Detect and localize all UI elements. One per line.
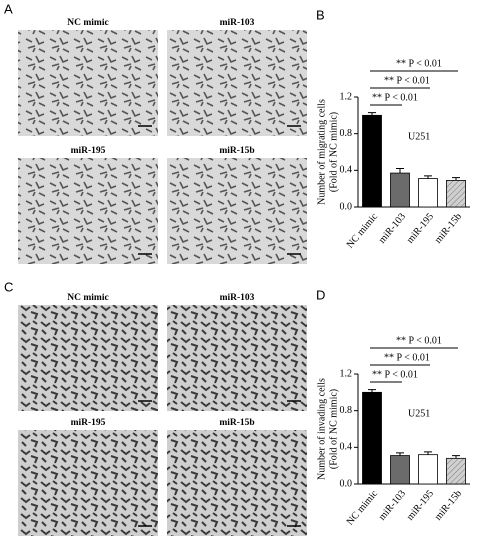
y-tick-label: 0.0	[340, 478, 353, 489]
y-axis-label: Number of migrating cells	[316, 99, 327, 205]
significance-label: ** P < 0.01	[396, 58, 442, 69]
error-bar	[452, 455, 460, 459]
x-tick-label: NC mimic	[345, 488, 381, 528]
x-tick-label: miR-103	[377, 211, 408, 245]
bar	[446, 457, 466, 485]
error-bar	[424, 451, 432, 455]
panel-letter: C	[4, 279, 13, 294]
image-caption: miR-103	[220, 293, 255, 303]
micrograph	[167, 305, 307, 411]
image-caption: miR-195	[71, 146, 106, 156]
bar	[362, 391, 382, 485]
significance-label: ** P < 0.01	[384, 352, 430, 363]
y-tick-label: 0.0	[340, 201, 353, 212]
x-tick-label: miR-15b	[433, 488, 464, 522]
cell-line-label: U251	[408, 408, 430, 419]
micrograph	[18, 158, 158, 264]
bar	[390, 172, 410, 208]
y-axis-label: (Fold of NC mimic)	[328, 389, 339, 469]
error-bar	[396, 452, 404, 456]
error-bar	[452, 177, 460, 181]
significance-label: ** P < 0.01	[384, 75, 430, 86]
micrograph	[167, 30, 307, 136]
image-caption: miR-195	[71, 418, 106, 428]
y-tick-label: 1.2	[340, 91, 353, 102]
y-tick-label: 0.4	[340, 442, 353, 453]
significance-label: ** P < 0.01	[372, 92, 418, 103]
x-tick-label: miR-103	[377, 488, 408, 522]
significance-label: ** P < 0.01	[372, 369, 418, 380]
image-caption: NC mimic	[67, 293, 108, 303]
panel-letter: A	[4, 1, 13, 16]
bar	[418, 454, 438, 485]
panel-letter: B	[316, 7, 325, 22]
micrograph	[167, 158, 307, 264]
x-tick-label: miR-195	[405, 488, 436, 522]
y-axis-label: (Fold of NC mimic)	[328, 112, 339, 192]
image-caption: miR-15b	[219, 418, 254, 428]
micrograph	[18, 30, 158, 136]
error-bar	[368, 112, 376, 116]
image-caption: miR-103	[220, 18, 255, 28]
bar	[362, 114, 382, 208]
y-tick-label: 0.4	[340, 165, 353, 176]
y-tick-label: 0.8	[340, 405, 353, 416]
image-caption: miR-15b	[219, 146, 254, 156]
y-axis-label: Number of invading cells	[316, 378, 327, 480]
error-bar	[424, 175, 432, 179]
image-caption: NC mimic	[67, 18, 108, 28]
micrograph	[18, 305, 158, 411]
cell-line-label: U251	[408, 131, 430, 142]
error-bar	[396, 168, 404, 174]
error-bar	[368, 389, 376, 393]
micrograph	[167, 430, 307, 536]
micrograph	[18, 430, 158, 536]
panel-letter: D	[316, 287, 325, 302]
y-tick-label: 1.2	[340, 368, 353, 379]
bar	[446, 180, 466, 208]
x-tick-label: miR-15b	[433, 211, 464, 245]
bar	[418, 178, 438, 208]
y-tick-label: 0.8	[340, 128, 353, 139]
bar	[390, 455, 410, 485]
x-tick-label: miR-195	[405, 211, 436, 245]
x-tick-label: NC mimic	[345, 211, 381, 251]
significance-label: ** P < 0.01	[396, 335, 442, 346]
